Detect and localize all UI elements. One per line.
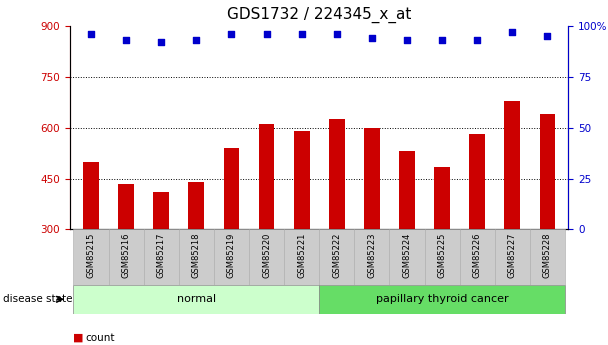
Point xyxy=(156,39,166,45)
Bar xyxy=(258,124,274,331)
Point xyxy=(402,37,412,43)
Point xyxy=(297,31,306,37)
Point xyxy=(367,35,377,41)
Text: GSM85227: GSM85227 xyxy=(508,232,517,278)
Text: count: count xyxy=(85,333,115,343)
Point xyxy=(332,31,342,37)
Bar xyxy=(505,100,520,331)
Bar xyxy=(319,229,354,285)
Bar xyxy=(539,114,555,331)
Bar xyxy=(495,229,530,285)
Point xyxy=(227,31,237,37)
Bar xyxy=(224,148,240,331)
Bar xyxy=(284,229,319,285)
Bar xyxy=(399,151,415,331)
Bar xyxy=(249,229,284,285)
Title: GDS1732 / 224345_x_at: GDS1732 / 224345_x_at xyxy=(227,7,412,23)
Bar xyxy=(460,229,495,285)
Bar xyxy=(530,229,565,285)
Bar xyxy=(294,131,309,331)
Bar xyxy=(214,229,249,285)
Bar xyxy=(83,161,99,331)
Point xyxy=(437,37,447,43)
Bar xyxy=(74,229,109,285)
Text: GSM85223: GSM85223 xyxy=(367,232,376,278)
Text: GSM85222: GSM85222 xyxy=(332,232,341,278)
Bar xyxy=(469,135,485,331)
Text: GSM85218: GSM85218 xyxy=(192,232,201,278)
Bar xyxy=(179,229,214,285)
Bar xyxy=(109,229,143,285)
Point xyxy=(192,37,201,43)
Text: GSM85215: GSM85215 xyxy=(86,232,95,278)
Point xyxy=(121,37,131,43)
Bar xyxy=(434,167,450,331)
Bar xyxy=(143,229,179,285)
Bar xyxy=(319,285,565,314)
Text: normal: normal xyxy=(177,294,216,304)
Bar xyxy=(354,229,389,285)
Point xyxy=(86,31,96,37)
Text: GSM85216: GSM85216 xyxy=(122,232,131,278)
Text: GSM85221: GSM85221 xyxy=(297,232,306,278)
Text: GSM85224: GSM85224 xyxy=(402,232,412,278)
Bar xyxy=(74,285,319,314)
Text: GSM85220: GSM85220 xyxy=(262,232,271,278)
Bar xyxy=(153,192,169,331)
Bar xyxy=(188,182,204,331)
Bar xyxy=(329,119,345,331)
Bar xyxy=(389,229,424,285)
Text: papillary thyroid cancer: papillary thyroid cancer xyxy=(376,294,508,304)
Bar xyxy=(424,229,460,285)
Text: disease state: disease state xyxy=(3,294,72,304)
Point xyxy=(508,29,517,35)
Bar xyxy=(118,184,134,331)
Text: GSM85225: GSM85225 xyxy=(438,232,447,278)
Text: GSM85226: GSM85226 xyxy=(472,232,482,278)
Text: GSM85217: GSM85217 xyxy=(157,232,166,278)
Text: ■: ■ xyxy=(73,333,83,343)
Text: GSM85228: GSM85228 xyxy=(543,232,552,278)
Text: GSM85219: GSM85219 xyxy=(227,232,236,278)
Bar xyxy=(364,128,380,331)
Point xyxy=(261,31,271,37)
Point xyxy=(472,37,482,43)
Point xyxy=(542,33,552,39)
